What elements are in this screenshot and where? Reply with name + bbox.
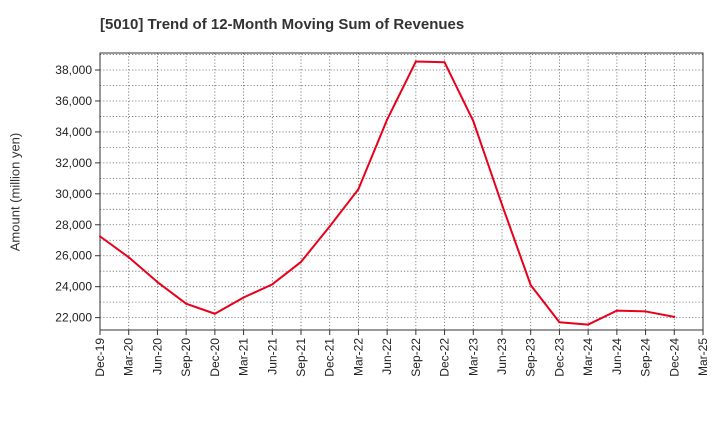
y-tick-label: 26,000 bbox=[55, 249, 92, 263]
data-point bbox=[644, 310, 647, 313]
x-tick-label: Dec-19 bbox=[93, 338, 107, 377]
x-tick-label: Sep-21 bbox=[294, 338, 308, 377]
plot-frame bbox=[99, 52, 704, 331]
y-tick-label: 30,000 bbox=[55, 187, 92, 201]
data-point bbox=[127, 256, 130, 259]
data-point bbox=[300, 260, 302, 263]
data-point bbox=[213, 312, 216, 315]
y-tick-label: 24,000 bbox=[55, 280, 92, 294]
chart-title: [5010] Trend of 12-Month Moving Sum of R… bbox=[100, 16, 465, 33]
y-tick-label: 32,000 bbox=[55, 156, 92, 170]
x-tick-label: Sep-23 bbox=[524, 338, 538, 377]
y-tick-label: 34,000 bbox=[55, 125, 92, 139]
series-line bbox=[99, 60, 675, 326]
x-tick-label: Sep-24 bbox=[639, 338, 653, 377]
x-tick-label: Mar-22 bbox=[351, 338, 365, 376]
data-point bbox=[472, 120, 475, 123]
x-tick-label: Mar-20 bbox=[122, 338, 136, 376]
series bbox=[99, 60, 676, 326]
x-tick-label: Dec-24 bbox=[667, 338, 681, 377]
data-point bbox=[328, 225, 331, 228]
x-tick-label: Dec-23 bbox=[552, 338, 566, 377]
x-tick-label: Jun-24 bbox=[610, 338, 624, 375]
data-point bbox=[156, 281, 159, 284]
x-tick-label: Jun-22 bbox=[380, 338, 394, 375]
data-point bbox=[615, 309, 618, 312]
x-tick-label: Mar-21 bbox=[237, 338, 251, 376]
axes: 22,000 24,000 26,000 28,000 30,000 32,000 34,0… bbox=[55, 52, 710, 377]
data-point bbox=[185, 302, 188, 305]
x-tick-label: Sep-22 bbox=[409, 338, 423, 377]
data-point bbox=[386, 118, 389, 121]
x-tick-label: Jun-23 bbox=[495, 338, 509, 375]
data-point bbox=[357, 188, 360, 191]
data-point bbox=[587, 323, 590, 326]
y-tick-label: 36,000 bbox=[55, 94, 92, 108]
x-tick-label: Dec-20 bbox=[208, 338, 222, 377]
x-tick-label: Jun-20 bbox=[150, 338, 164, 375]
data-point bbox=[271, 283, 274, 286]
data-point bbox=[414, 60, 417, 63]
data-point bbox=[443, 61, 446, 64]
data-point bbox=[242, 296, 245, 299]
data-point bbox=[501, 203, 503, 206]
x-tick-label: Jun-21 bbox=[265, 338, 279, 375]
y-tick-label: 38,000 bbox=[55, 63, 92, 77]
x-tick-label: Sep-20 bbox=[179, 338, 193, 377]
x-tick-label: Mar-23 bbox=[466, 338, 480, 376]
x-tick-label: Dec-22 bbox=[438, 338, 452, 377]
y-tick-label: 28,000 bbox=[55, 218, 92, 232]
x-tick-label: Mar-25 bbox=[696, 338, 710, 376]
data-point bbox=[529, 284, 532, 287]
x-tick-label: Dec-21 bbox=[323, 338, 337, 377]
y-tick-label: 22,000 bbox=[55, 311, 92, 325]
data-point bbox=[673, 315, 676, 318]
grid bbox=[100, 53, 703, 330]
data-point bbox=[99, 235, 101, 238]
data-point bbox=[558, 321, 561, 324]
x-tick-label: Mar-24 bbox=[581, 338, 595, 376]
